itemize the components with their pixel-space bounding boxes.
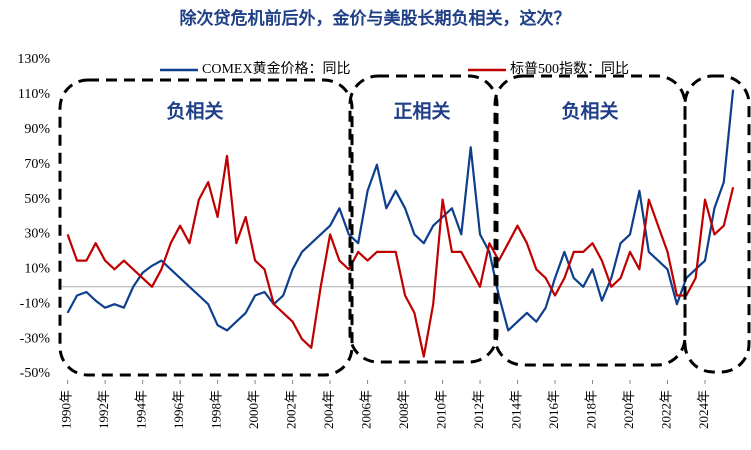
x-tick-label: 2006年 [359, 390, 374, 429]
x-tick-label: 2014年 [509, 390, 524, 429]
x-tick-label: 1998年 [209, 390, 224, 429]
x-tick-label: 1996年 [171, 390, 186, 429]
chart-title: 除次贷危机前后外，金价与美股长期负相关，这次？ [180, 8, 571, 28]
legend-label: COMEX黄金价格：同比 [202, 60, 351, 77]
period-box [348, 74, 499, 364]
series-line [66, 154, 735, 358]
y-tick-label: 50% [24, 192, 50, 207]
period-label: 负相关 [166, 99, 223, 122]
series-line [66, 89, 735, 332]
x-tick-label: 2004年 [321, 390, 336, 429]
y-tick-label: -30% [20, 331, 51, 346]
legend-label: 标普500指数：同比 [510, 61, 629, 77]
x-tick-label: 2016年 [546, 390, 561, 429]
period-box [58, 78, 354, 377]
x-tick-label: 2010年 [434, 390, 449, 429]
x-tick-label: 2022年 [658, 390, 673, 429]
y-tick-label: 90% [24, 122, 50, 137]
x-tick-label: 2000年 [246, 390, 261, 429]
y-tick-label: 110% [18, 87, 50, 102]
x-tick-label: 2020年 [621, 390, 636, 429]
x-tick-label: 2008年 [396, 390, 411, 429]
y-tick-label: 10% [24, 262, 50, 277]
x-tick-label: 1994年 [134, 390, 149, 429]
x-tick-label: 2012年 [471, 390, 486, 429]
x-tick-label: 2002年 [284, 390, 299, 429]
x-tick-label: 1990年 [59, 390, 74, 429]
y-tick-label: -10% [20, 296, 51, 311]
y-tick-label: -50% [20, 366, 51, 381]
x-tick-label: 2024年 [696, 390, 711, 429]
period-label: 正相关 [393, 99, 450, 122]
x-tick-label: 2018年 [584, 390, 599, 429]
x-tick-label: 1992年 [96, 390, 111, 429]
y-tick-label: 30% [24, 227, 50, 242]
period-box [683, 74, 751, 374]
y-tick-label: 130% [17, 52, 50, 67]
y-tick-label: 70% [24, 157, 50, 172]
period-label: 负相关 [561, 99, 618, 122]
